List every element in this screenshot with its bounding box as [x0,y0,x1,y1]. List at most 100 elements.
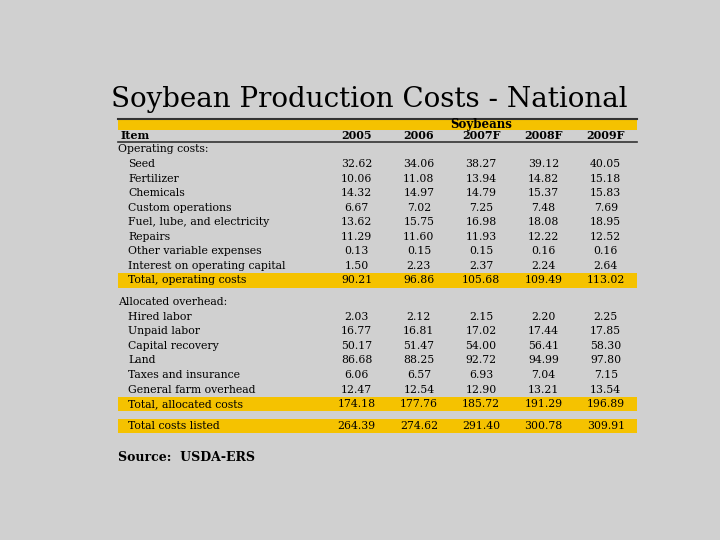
Text: 18.95: 18.95 [590,217,621,227]
Text: 2006: 2006 [404,131,434,141]
Text: 0.13: 0.13 [344,246,369,256]
Text: 16.77: 16.77 [341,326,372,336]
Text: 40.05: 40.05 [590,159,621,169]
Text: 11.29: 11.29 [341,232,372,242]
Text: 6.57: 6.57 [407,370,431,380]
Text: 86.68: 86.68 [341,355,372,366]
Text: 2.37: 2.37 [469,261,493,271]
Text: Taxes and insurance: Taxes and insurance [128,370,240,380]
Text: 39.12: 39.12 [528,159,559,169]
Text: 11.60: 11.60 [403,232,435,242]
Text: 14.79: 14.79 [466,188,497,198]
Text: 15.83: 15.83 [590,188,621,198]
Text: 105.68: 105.68 [462,275,500,286]
Text: Interest on operating capital: Interest on operating capital [128,261,285,271]
Text: Fertilizer: Fertilizer [128,173,179,184]
Text: 2.15: 2.15 [469,312,493,322]
Text: 185.72: 185.72 [462,399,500,409]
Text: Hired labor: Hired labor [128,312,192,322]
Text: Item: Item [120,131,149,141]
Text: 16.98: 16.98 [466,217,497,227]
Text: Capital recovery: Capital recovery [128,341,219,351]
Text: 11.08: 11.08 [403,173,435,184]
Text: Total costs listed: Total costs listed [128,421,220,431]
Text: 6.06: 6.06 [344,370,369,380]
Text: 15.75: 15.75 [403,217,434,227]
Text: 7.15: 7.15 [594,370,618,380]
Text: 14.97: 14.97 [403,188,434,198]
Text: 2.25: 2.25 [593,312,618,322]
Text: 90.21: 90.21 [341,275,372,286]
Text: 0.15: 0.15 [469,246,493,256]
Text: 7.04: 7.04 [531,370,556,380]
Text: 264.39: 264.39 [338,421,376,431]
Text: 2.20: 2.20 [531,312,556,322]
Text: 2.23: 2.23 [407,261,431,271]
Text: 13.54: 13.54 [590,384,621,395]
Text: 12.52: 12.52 [590,232,621,242]
Text: 14.82: 14.82 [528,173,559,184]
Text: 34.06: 34.06 [403,159,434,169]
Text: 18.08: 18.08 [528,217,559,227]
Text: 2.03: 2.03 [344,312,369,322]
Text: Custom operations: Custom operations [128,202,231,213]
Text: 0.16: 0.16 [593,246,618,256]
Text: 109.49: 109.49 [524,275,562,286]
Text: 174.18: 174.18 [338,399,376,409]
Text: 96.86: 96.86 [403,275,434,286]
Text: General farm overhead: General farm overhead [128,384,256,395]
Text: 88.25: 88.25 [403,355,434,366]
Text: 2009F: 2009F [587,131,625,141]
Text: 32.62: 32.62 [341,159,372,169]
Text: 17.44: 17.44 [528,326,559,336]
Text: 38.27: 38.27 [466,159,497,169]
Text: 2.24: 2.24 [531,261,556,271]
Text: 54.00: 54.00 [466,341,497,351]
Text: 92.72: 92.72 [466,355,497,366]
Text: 11.93: 11.93 [466,232,497,242]
Text: Fuel, lube, and electricity: Fuel, lube, and electricity [128,217,269,227]
Text: 0.16: 0.16 [531,246,556,256]
Text: Chemicals: Chemicals [128,188,185,198]
Text: 6.67: 6.67 [344,202,369,213]
Text: 50.17: 50.17 [341,341,372,351]
Text: 2.64: 2.64 [593,261,618,271]
Text: 51.47: 51.47 [403,341,434,351]
Text: 16.81: 16.81 [403,326,435,336]
Text: 17.02: 17.02 [466,326,497,336]
Bar [118,273,636,288]
Text: 17.85: 17.85 [590,326,621,336]
Text: 13.62: 13.62 [341,217,372,227]
Text: Soybeans: Soybeans [450,118,512,131]
Text: 2008F: 2008F [524,131,563,141]
Text: Allocated overhead:: Allocated overhead: [118,297,227,307]
Text: 7.48: 7.48 [531,202,556,213]
Text: 7.25: 7.25 [469,202,493,213]
Text: 191.29: 191.29 [524,399,562,409]
Bar [118,397,636,411]
Text: 1.50: 1.50 [344,261,369,271]
Text: Total, allocated costs: Total, allocated costs [128,399,243,409]
Text: 94.99: 94.99 [528,355,559,366]
Text: Total, operating costs: Total, operating costs [128,275,246,286]
Text: 58.30: 58.30 [590,341,621,351]
Text: 97.80: 97.80 [590,355,621,366]
Text: 6.93: 6.93 [469,370,493,380]
Text: 2007F: 2007F [462,131,500,141]
Text: 113.02: 113.02 [587,275,625,286]
Text: 12.22: 12.22 [528,232,559,242]
Text: 300.78: 300.78 [524,421,562,431]
Bar [118,130,636,142]
Text: 0.15: 0.15 [407,246,431,256]
Text: 14.32: 14.32 [341,188,372,198]
Text: 7.69: 7.69 [594,202,618,213]
Text: Repairs: Repairs [128,232,170,242]
Text: 196.89: 196.89 [587,399,625,409]
Text: 309.91: 309.91 [587,421,625,431]
Text: 10.06: 10.06 [341,173,372,184]
Text: 13.94: 13.94 [466,173,497,184]
Text: Seed: Seed [128,159,155,169]
Text: Soybean Production Costs - National: Soybean Production Costs - National [111,85,627,113]
Text: 2005: 2005 [341,131,372,141]
Text: 12.54: 12.54 [403,384,434,395]
